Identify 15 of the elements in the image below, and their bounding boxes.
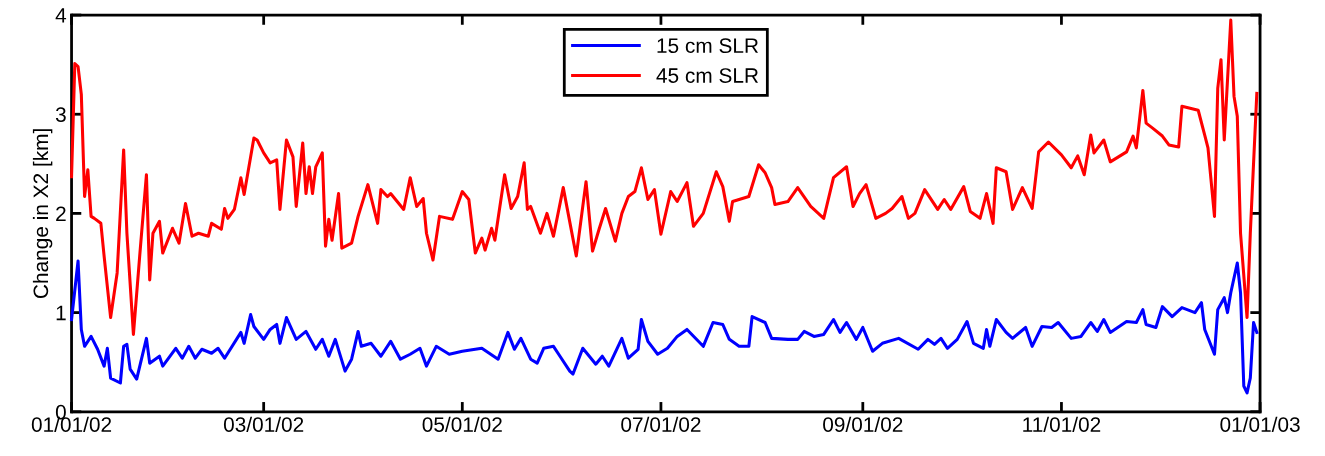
y-tick-label: 4 [55,8,67,23]
y-tick-label: 3 [55,107,66,122]
y-tick-label: 2 [56,206,66,221]
x-tick-label: 09/01/02 [823,416,903,432]
line-series [70,18,1259,336]
x-tick-label: 07/01/02 [621,416,701,432]
x-tick-label: 11/01/02 [1023,416,1101,432]
legend-label: 45 cm SLR [656,68,759,83]
line-series [70,259,1259,395]
y-axis-title: Change in X2 [km] [32,129,53,299]
x-tick-label: 03/01/02 [223,416,304,432]
legend-label: 15 cm SLR [657,38,759,54]
y-tick-label: 1 [56,305,66,321]
x-tick-label: 01/01/03 [1220,416,1300,432]
x-tick-label: 05/01/02 [422,416,502,432]
